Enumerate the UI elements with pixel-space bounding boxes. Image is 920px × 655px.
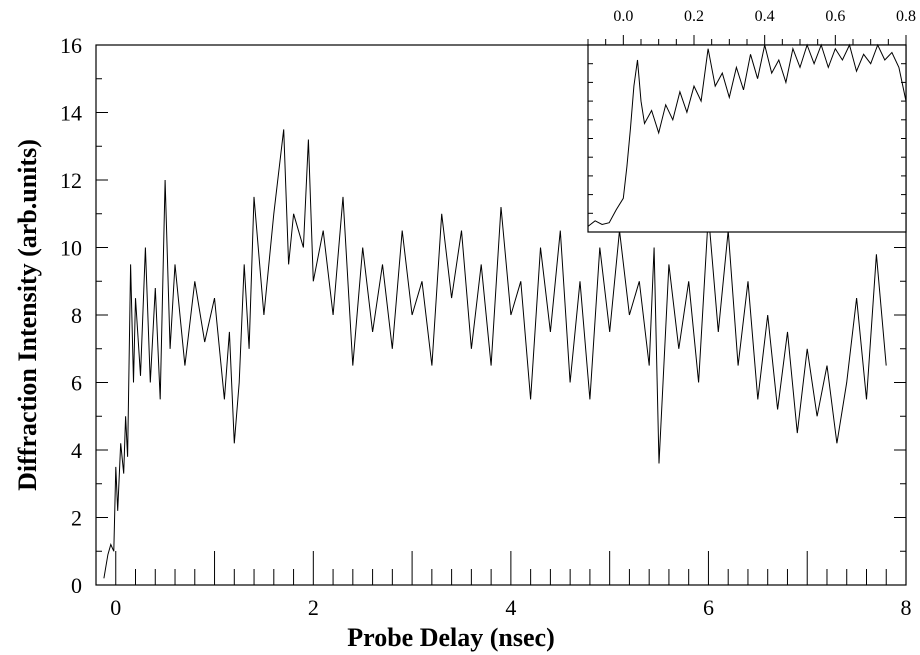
y-tick-label: 6 <box>71 371 82 396</box>
inset-x-tick-label: 0.8 <box>896 8 916 25</box>
x-axis-label: Probe Delay (nsec) <box>347 623 554 652</box>
y-tick-label: 10 <box>60 236 82 261</box>
x-tick-label: 4 <box>505 595 516 620</box>
y-tick-label: 16 <box>60 33 82 58</box>
inset-plot: 0.0 0.2 0.4 0.6 0.8 <box>587 8 916 233</box>
inset-x-tick-label: 0.4 <box>755 8 775 25</box>
y-tick-label: 2 <box>71 506 82 531</box>
y-tick-label: 12 <box>60 168 82 193</box>
x-tick-label: 8 <box>901 595 912 620</box>
inset-x-tick-label: 0.0 <box>613 8 633 25</box>
x-tick-label: 2 <box>308 595 319 620</box>
y-tick-label: 0 <box>71 573 82 598</box>
inset-x-tick-label: 0.6 <box>825 8 845 25</box>
main-plot: 0 2 4 6 8 0 2 4 6 8 10 12 14 16 Probe Delay (nsec) Diff… <box>13 33 912 652</box>
inset-frame <box>587 44 907 233</box>
y-tick-label: 14 <box>60 101 82 126</box>
y-axis-label: Diffraction Intensity (arb.units) <box>13 139 42 491</box>
y-tick-label: 8 <box>71 303 82 328</box>
data-series-line <box>103 129 887 579</box>
inset-data-series-line <box>587 43 907 227</box>
y-tick-label: 4 <box>71 438 82 463</box>
x-tick-label: 0 <box>110 595 121 620</box>
inset-x-tick-label: 0.2 <box>684 8 704 25</box>
x-tick-label: 6 <box>703 595 714 620</box>
